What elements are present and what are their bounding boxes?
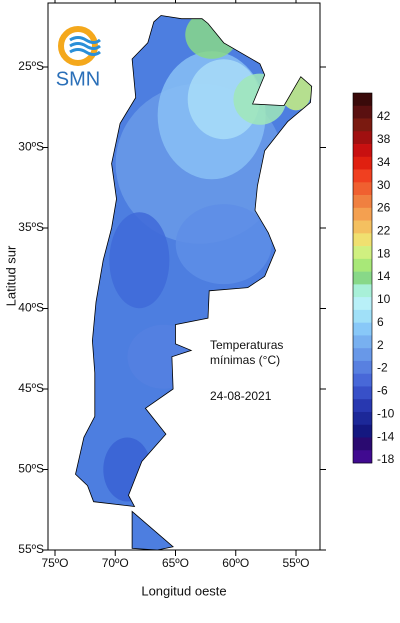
colorbar-label: 6 bbox=[377, 315, 384, 329]
x-tick-label: 65ºO bbox=[162, 556, 189, 570]
colorbar-bin bbox=[353, 118, 372, 132]
colorbar-label: -10 bbox=[377, 406, 395, 420]
colorbar-bin bbox=[353, 399, 372, 413]
colorbar-label: 18 bbox=[377, 246, 391, 260]
colorbar-label: 22 bbox=[377, 224, 391, 238]
logo-ring bbox=[58, 26, 98, 66]
colorbar-label: 14 bbox=[377, 269, 391, 283]
y-tick-label: 45ºS bbox=[18, 381, 44, 395]
annotation: mínimas (°C) bbox=[210, 353, 280, 367]
colorbar-bin bbox=[353, 373, 372, 387]
colorbar-label: -18 bbox=[377, 452, 395, 466]
colorbar-bin bbox=[353, 258, 372, 272]
colorbar-bin bbox=[353, 105, 372, 119]
colorbar-bin bbox=[353, 131, 372, 145]
annotation: Temperaturas bbox=[210, 338, 283, 352]
y-axis-label: Latitud sur bbox=[3, 245, 18, 306]
y-tick-label: 55ºS bbox=[18, 542, 44, 556]
colorbar-label: 2 bbox=[377, 338, 384, 352]
temperature-zone bbox=[187, 59, 260, 140]
colorbar-bin bbox=[353, 297, 372, 311]
colorbar-bin bbox=[353, 335, 372, 349]
colorbar-label: 42 bbox=[377, 109, 391, 123]
colorbar-bin bbox=[353, 322, 372, 336]
x-tick-label: 60ºO bbox=[222, 556, 249, 570]
colorbar-bin bbox=[353, 220, 372, 234]
colorbar-label: 38 bbox=[377, 132, 391, 146]
x-axis-label: Longitud oeste bbox=[141, 583, 226, 598]
colorbar-label: 34 bbox=[377, 155, 391, 169]
y-tick-label: 25ºS bbox=[18, 59, 44, 73]
colorbar-bin bbox=[353, 309, 372, 323]
colorbar-label: 26 bbox=[377, 201, 391, 215]
colorbar-label: -6 bbox=[377, 384, 388, 398]
colorbar-bin bbox=[353, 169, 372, 183]
colorbar-bin bbox=[353, 156, 372, 170]
colorbar-bin bbox=[353, 437, 372, 451]
map-overlay bbox=[75, 15, 313, 551]
colorbar-bin bbox=[353, 348, 372, 362]
temperature-field bbox=[103, 15, 312, 502]
temperature-zone bbox=[109, 212, 170, 309]
colorbar-bin bbox=[353, 182, 372, 196]
colorbar-bin bbox=[353, 360, 372, 374]
y-tick-label: 50ºS bbox=[18, 462, 44, 476]
colorbar-bin bbox=[353, 144, 372, 158]
colorbar-bin bbox=[353, 424, 372, 438]
country-border bbox=[75, 15, 313, 551]
colorbar-bin bbox=[353, 450, 372, 464]
temperature-zone bbox=[175, 204, 272, 285]
y-tick-label: 30ºS bbox=[18, 140, 44, 154]
colorbar-bin bbox=[353, 386, 372, 400]
colorbar-bin bbox=[353, 207, 372, 221]
colorbar-bin bbox=[353, 195, 372, 209]
logo: SMN bbox=[56, 26, 101, 90]
colorbar-label: 30 bbox=[377, 178, 391, 192]
logo-waves bbox=[69, 36, 101, 56]
y-tick-label: 35ºS bbox=[18, 220, 44, 234]
colorbar-frame bbox=[352, 92, 373, 464]
x-tick-label: 70ºO bbox=[102, 556, 129, 570]
colorbar-bin bbox=[353, 271, 372, 285]
colorbar-bin bbox=[353, 246, 372, 260]
x-tick-label: 55ºO bbox=[282, 556, 309, 570]
colorbar-label: -2 bbox=[377, 361, 388, 375]
logo-text: SMN bbox=[56, 68, 100, 90]
colorbar-bin bbox=[353, 233, 372, 247]
colorbar-label: 10 bbox=[377, 292, 391, 306]
colorbar-bin bbox=[353, 411, 372, 426]
colorbar-bin bbox=[353, 93, 372, 107]
colorbar-bin bbox=[353, 284, 372, 298]
x-tick-label: 75ºO bbox=[41, 556, 68, 570]
date: 24-08-2021 bbox=[210, 389, 272, 403]
colorbar-label: -14 bbox=[377, 429, 395, 443]
y-tick-label: 40ºS bbox=[18, 301, 44, 315]
